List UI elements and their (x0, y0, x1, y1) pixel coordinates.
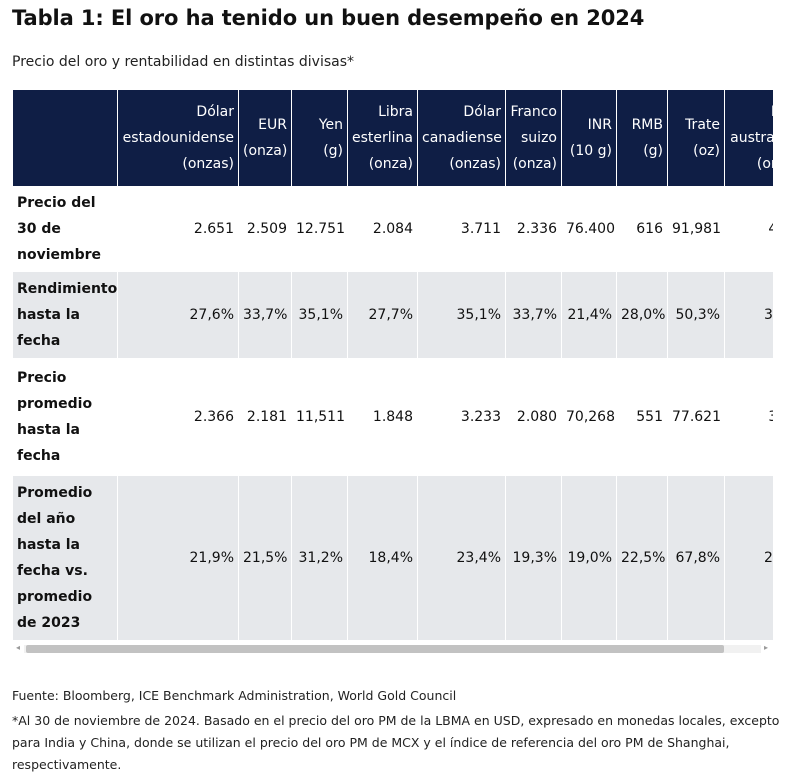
table-scroll-container[interactable]: Dólar estadounidense (onzas) EUR (onza) Yen (g… (12, 90, 773, 642)
page-subtitle: Precio del oro y rentabilidad en distint… (12, 54, 355, 70)
column-header-line: canadiense (422, 130, 502, 146)
table-cell: 76.400 (561, 186, 617, 272)
table-cell: 3.711 (417, 186, 506, 272)
column-header-line: Dólar (729, 99, 773, 125)
table-cell: 3.233 (417, 358, 506, 476)
table-cell: 33,7% (238, 272, 292, 358)
column-header-line: esterlina (352, 130, 413, 146)
table-cell: 67,8% (667, 476, 725, 640)
scroll-right-arrow-icon[interactable]: ▸ (764, 643, 769, 652)
table-cell: 21,4% (561, 272, 617, 358)
table-cell: 21,5% (238, 476, 292, 640)
table-cell: 21,9% (117, 476, 239, 640)
table-cell: 12.751 (291, 186, 348, 272)
column-header-line: (g) (643, 143, 663, 159)
column-header-line: (onzas) (756, 156, 773, 172)
table-cell: 23,4% (417, 476, 506, 640)
row-label: Precio promedio hasta la fecha (12, 358, 118, 476)
table-cell: 35,1% (417, 272, 506, 358)
column-header-line: australiano (730, 130, 773, 146)
table-cell: 50,3% (667, 272, 725, 358)
table-cell: 22,5% (616, 476, 668, 640)
table-cell: 31,2% (291, 476, 348, 640)
row-label: Precio del 30 de noviembre (12, 186, 118, 272)
table-cell: 19,3% (505, 476, 562, 640)
table-cell: 2.651 (117, 186, 239, 272)
horizontal-scrollbar-thumb[interactable] (26, 645, 724, 653)
table-row: Precio del 30 de noviembre 2.651 2.509 12.7… (12, 186, 773, 272)
row-label: Rendimiento hasta la fecha (12, 272, 118, 358)
column-header: Dólar estadounidense (onzas) (117, 90, 239, 186)
table-cell: 28,0% (616, 272, 668, 358)
table-cell: 2.084 (347, 186, 418, 272)
column-header-line: (g) (323, 143, 343, 159)
table-header-row: Dólar estadounidense (onzas) EUR (onza) Yen (g… (12, 90, 773, 186)
table-row: Precio promedio hasta la fecha 2.366 2.181… (12, 358, 773, 476)
table-cell: 551 (616, 358, 668, 476)
table-cell: 2.509 (238, 186, 292, 272)
column-header-line: estadounidense (122, 130, 234, 146)
header-cell-empty (12, 90, 118, 186)
column-header-line: Yen (318, 117, 343, 133)
column-header-line: INR (587, 117, 612, 133)
page-title: Tabla 1: El oro ha tenido un buen desemp… (12, 6, 645, 30)
column-header: Yen (g) (291, 90, 348, 186)
table-row: Promedio del año hasta la fecha vs. prom… (12, 476, 773, 640)
row-label: Promedio del año hasta la fecha vs. prom… (12, 476, 118, 640)
column-header: Trate (oz) (667, 90, 725, 186)
table-cell: 2.336 (505, 186, 562, 272)
gold-price-table: Dólar estadounidense (onzas) EUR (onza) Yen (g… (12, 90, 773, 640)
column-header-line: Trate (685, 117, 720, 133)
table-cell: 4.068 (724, 186, 773, 272)
table-cell: 22,0% (724, 476, 773, 640)
table-cell: 2.080 (505, 358, 562, 476)
table-cell: 2.181 (238, 358, 292, 476)
column-header-line: (10 g) (569, 143, 612, 159)
column-header: EUR (onza) (238, 90, 292, 186)
column-header-line: (onzas) (449, 156, 501, 172)
table-cell: 3.578 (724, 358, 773, 476)
source-note: Fuente: Bloomberg, ICE Benchmark Adminis… (12, 688, 457, 703)
table-cell: 70,268 (561, 358, 617, 476)
table-cell: 19,0% (561, 476, 617, 640)
column-header-line: EUR (258, 117, 287, 133)
column-header-line: RMB (631, 117, 663, 133)
column-header: Libra esterlina (onza) (347, 90, 418, 186)
column-header-line: (onzas) (182, 156, 234, 172)
column-header: RMB (g) (616, 90, 668, 186)
table-cell: 616 (616, 186, 668, 272)
table-body: Precio del 30 de noviembre 2.651 2.509 12.7… (12, 186, 773, 640)
column-header: Franco suizo (onza) (505, 90, 562, 186)
table-cell: 27,6% (117, 272, 239, 358)
table-cell: 35,1% (291, 272, 348, 358)
table-cell: 91,981 (667, 186, 725, 272)
table-cell: 11,511 (291, 358, 348, 476)
column-header-line: (onza) (368, 156, 413, 172)
table-cell: 1.848 (347, 358, 418, 476)
table-cell: 18,4% (347, 476, 418, 640)
column-header-line: Libra (378, 104, 413, 120)
table-cell: 77.621 (667, 358, 725, 476)
scroll-left-arrow-icon[interactable]: ◂ (16, 643, 21, 652)
table-cell: 32,9% (724, 272, 773, 358)
table-cell: 33,7% (505, 272, 562, 358)
column-header-line: Franco (510, 104, 557, 120)
table-cell: 27,7% (347, 272, 418, 358)
table-row: Rendimiento hasta la fecha 27,6% 33,7% 35,1… (12, 272, 773, 358)
column-header-line: suizo (521, 130, 557, 146)
column-header-line: (oz) (693, 143, 720, 159)
column-header-line: (onza) (512, 156, 557, 172)
column-header-line: Dólar (463, 104, 501, 120)
column-header: INR (10 g) (561, 90, 617, 186)
column-header: Dólar australiano (onzas) (724, 90, 773, 186)
table-cell: 2.366 (117, 358, 239, 476)
column-header: Dólar canadiense (onzas) (417, 90, 506, 186)
column-header-line: (onza) (243, 143, 288, 159)
footnote: *Al 30 de noviembre de 2024. Basado en e… (12, 713, 780, 772)
column-header-line: Dólar (196, 104, 234, 120)
